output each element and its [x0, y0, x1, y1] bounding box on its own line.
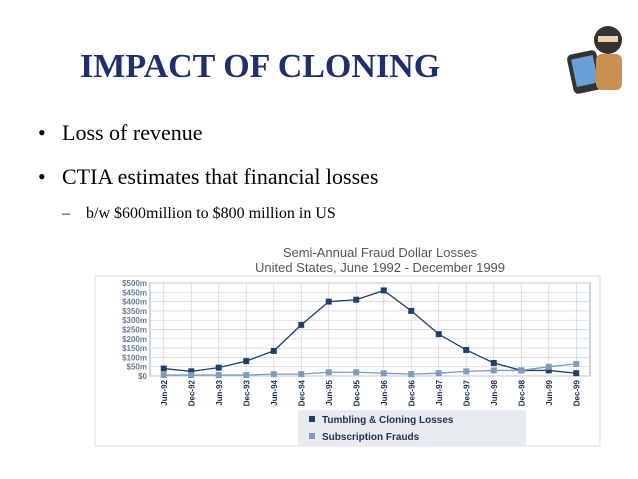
x-tick-label: Jun-92 [160, 379, 169, 405]
point [380, 370, 387, 377]
point [188, 368, 195, 375]
point [325, 298, 332, 305]
x-tick-label: Jun-96 [380, 379, 389, 405]
legend-box [298, 410, 526, 446]
y-tick-label: $100m [122, 353, 147, 362]
point [408, 307, 415, 314]
x-tick-label: Jun-95 [325, 379, 334, 405]
y-tick-label: $400m [122, 298, 147, 307]
y-tick-label: $500m [122, 279, 147, 288]
legend-label: Subscription Frauds [322, 432, 420, 443]
point [243, 372, 250, 379]
point [353, 369, 360, 376]
y-tick-label: $250m [122, 326, 147, 335]
y-tick-label: $50m [127, 363, 147, 372]
slide-title: IMPACT OF CLONING [80, 48, 440, 85]
point [408, 371, 415, 378]
sub-bullet: b/w $600million to $800 million in US [86, 205, 336, 222]
point [353, 296, 360, 303]
point [463, 346, 470, 353]
x-tick-label: Dec-96 [407, 379, 416, 406]
point [298, 371, 305, 378]
x-tick-label: Dec-98 [517, 379, 526, 406]
bullet: Loss of revenue [62, 120, 203, 145]
point [545, 363, 552, 370]
point [325, 369, 332, 376]
y-tick-label: $150m [122, 344, 147, 353]
point [243, 358, 250, 365]
point [270, 371, 277, 378]
bullet-dot: • [38, 164, 46, 189]
x-tick-label: Dec-92 [187, 379, 196, 406]
y-tick-label: $450m [122, 288, 147, 297]
x-tick-label: Dec-93 [242, 379, 251, 406]
point [490, 359, 497, 366]
point [435, 370, 442, 377]
series-line [163, 289, 577, 374]
chart-title: Semi-Annual Fraud Dollar Losses [283, 245, 478, 260]
x-tick-label: Dec-95 [352, 379, 361, 406]
sub-bullet-dash: – [61, 205, 71, 222]
legend-marker [309, 433, 315, 439]
x-tick-label: Jun-93 [215, 379, 224, 405]
bullet-dot: • [38, 120, 46, 145]
y-tick-label: $0 [138, 372, 147, 381]
x-tick-label: Jun-94 [270, 379, 279, 405]
point [435, 331, 442, 338]
x-tick-label: Dec-94 [297, 379, 306, 406]
point [463, 368, 470, 375]
chart: $0$50m$100m$150m$200m$250m$300m$350m$400… [122, 279, 591, 446]
x-tick-label: Dec-97 [462, 379, 471, 406]
x-tick-label: Jun-98 [490, 379, 499, 405]
point [298, 321, 305, 328]
y-tick-label: $300m [122, 316, 147, 325]
point [215, 364, 222, 371]
x-tick-label: Jun-99 [545, 379, 554, 405]
point [215, 372, 222, 379]
point [490, 367, 497, 374]
point [188, 372, 195, 379]
series-line [163, 363, 577, 376]
chart-subtitle: United States, June 1992 - December 1999 [255, 260, 505, 275]
x-tick-label: Jun-97 [435, 379, 444, 405]
point [380, 287, 387, 294]
point [573, 370, 580, 377]
bullet: CTIA estimates that financial losses [62, 164, 379, 189]
x-tick-label: Dec-99 [572, 379, 581, 406]
phone-icon [567, 26, 622, 94]
point [545, 367, 552, 374]
legend-label: Tumbling & Cloning Losses [322, 415, 454, 426]
y-tick-label: $350m [122, 307, 147, 316]
point [573, 360, 580, 367]
legend-marker [309, 416, 315, 422]
point [270, 347, 277, 354]
y-tick-label: $200m [122, 335, 147, 344]
point [160, 372, 167, 379]
point [518, 367, 525, 374]
point [160, 365, 167, 372]
